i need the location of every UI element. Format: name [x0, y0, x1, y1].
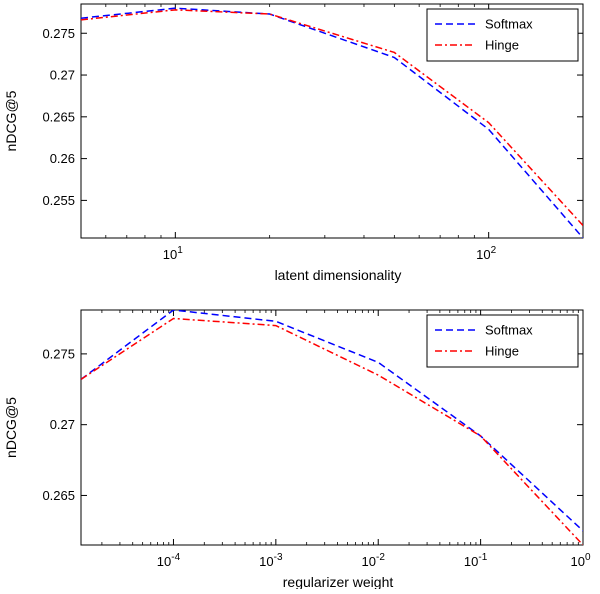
- x-tick-label: 101: [163, 245, 183, 262]
- y-axis-label: nDCG@5: [3, 397, 19, 458]
- legend-label: Hinge: [485, 38, 519, 53]
- x-tick-exponent: -2: [376, 552, 385, 563]
- x-tick-exponent: -4: [171, 552, 180, 563]
- legend-label: Softmax: [485, 323, 533, 338]
- x-tick-base: 10: [259, 554, 273, 569]
- x-tick-base: 10: [362, 554, 376, 569]
- x-tick-exponent: -3: [274, 552, 283, 563]
- y-tick-label: 0.275: [42, 346, 75, 361]
- y-tick-label: 0.265: [42, 109, 75, 124]
- x-tick-label: 10-1: [464, 552, 488, 569]
- x-axis-label: latent dimensionality: [275, 267, 402, 283]
- legend-label: Softmax: [485, 17, 533, 32]
- legend: Softmax Hinge: [427, 315, 578, 367]
- x-axis-label: regularizer weight: [283, 574, 394, 589]
- x-tick-base: 10: [476, 247, 490, 262]
- x-tick-base: 10: [464, 554, 478, 569]
- chart-panel-2: 10-4 10-3 10-2 10-1 1000.2650.270.275regular…: [3, 310, 591, 589]
- x-tick-base: 10: [163, 247, 177, 262]
- x-tick-base: 10: [157, 554, 171, 569]
- y-tick-label: 0.27: [50, 417, 75, 432]
- x-tick-base: 10: [570, 554, 584, 569]
- y-tick-label: 0.265: [42, 488, 75, 503]
- y-tick-label: 0.26: [50, 151, 75, 166]
- x-tick-label: 102: [476, 245, 496, 262]
- y-tick-label: 0.275: [42, 26, 75, 41]
- legend-label: Hinge: [485, 344, 519, 359]
- y-tick-label: 0.255: [42, 193, 75, 208]
- x-tick-label: 10-4: [157, 552, 181, 569]
- x-tick-label: 100: [570, 552, 590, 569]
- x-tick-label: 10-2: [362, 552, 386, 569]
- x-tick-exponent: -1: [478, 552, 487, 563]
- x-tick-exponent: 1: [177, 245, 183, 256]
- x-tick-label: 10-3: [259, 552, 283, 569]
- x-tick-exponent: 2: [491, 245, 497, 256]
- legend: Softmax Hinge: [427, 9, 578, 61]
- y-tick-label: 0.27: [50, 68, 75, 83]
- y-axis-label: nDCG@5: [3, 90, 19, 151]
- x-tick-exponent: 0: [585, 552, 591, 563]
